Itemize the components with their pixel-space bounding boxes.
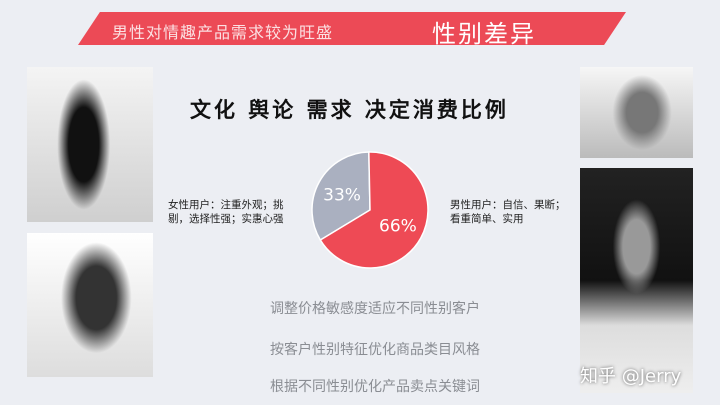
- bullet-1: 调整价格敏感度适应不同性别客户: [270, 301, 480, 317]
- photo-woman-profile: [27, 233, 153, 377]
- banner-subtitle: 男性对情趣产品需求较为旺盛: [112, 23, 334, 42]
- header-banner: [78, 12, 626, 45]
- banner-tag: 性别差异: [432, 20, 536, 48]
- watermark: 知乎 @Jerry: [580, 366, 682, 387]
- bullet-3: 根据不同性别优化产品卖点关键词: [270, 379, 480, 395]
- bullet-2: 按客户性别特征优化商品类目风格: [270, 342, 480, 358]
- pie-chart: 33% 66%: [311, 151, 429, 269]
- slide-title: 文化 舆论 需求 决定消费比例: [190, 98, 509, 122]
- female-note: 女性用户：注重外观；挑剔，选择性强；实惠心强: [168, 199, 284, 225]
- pie-label-1: 33%: [323, 186, 361, 206]
- pie-label-2: 66%: [379, 216, 417, 236]
- photo-man-beard: [580, 67, 693, 158]
- photo-woman-seated: [27, 67, 153, 222]
- pie-slice-2: [319, 151, 429, 269]
- photo-young-man: [580, 168, 693, 393]
- male-note: 男性用户：自信、果断；看重简单、实用: [450, 199, 566, 225]
